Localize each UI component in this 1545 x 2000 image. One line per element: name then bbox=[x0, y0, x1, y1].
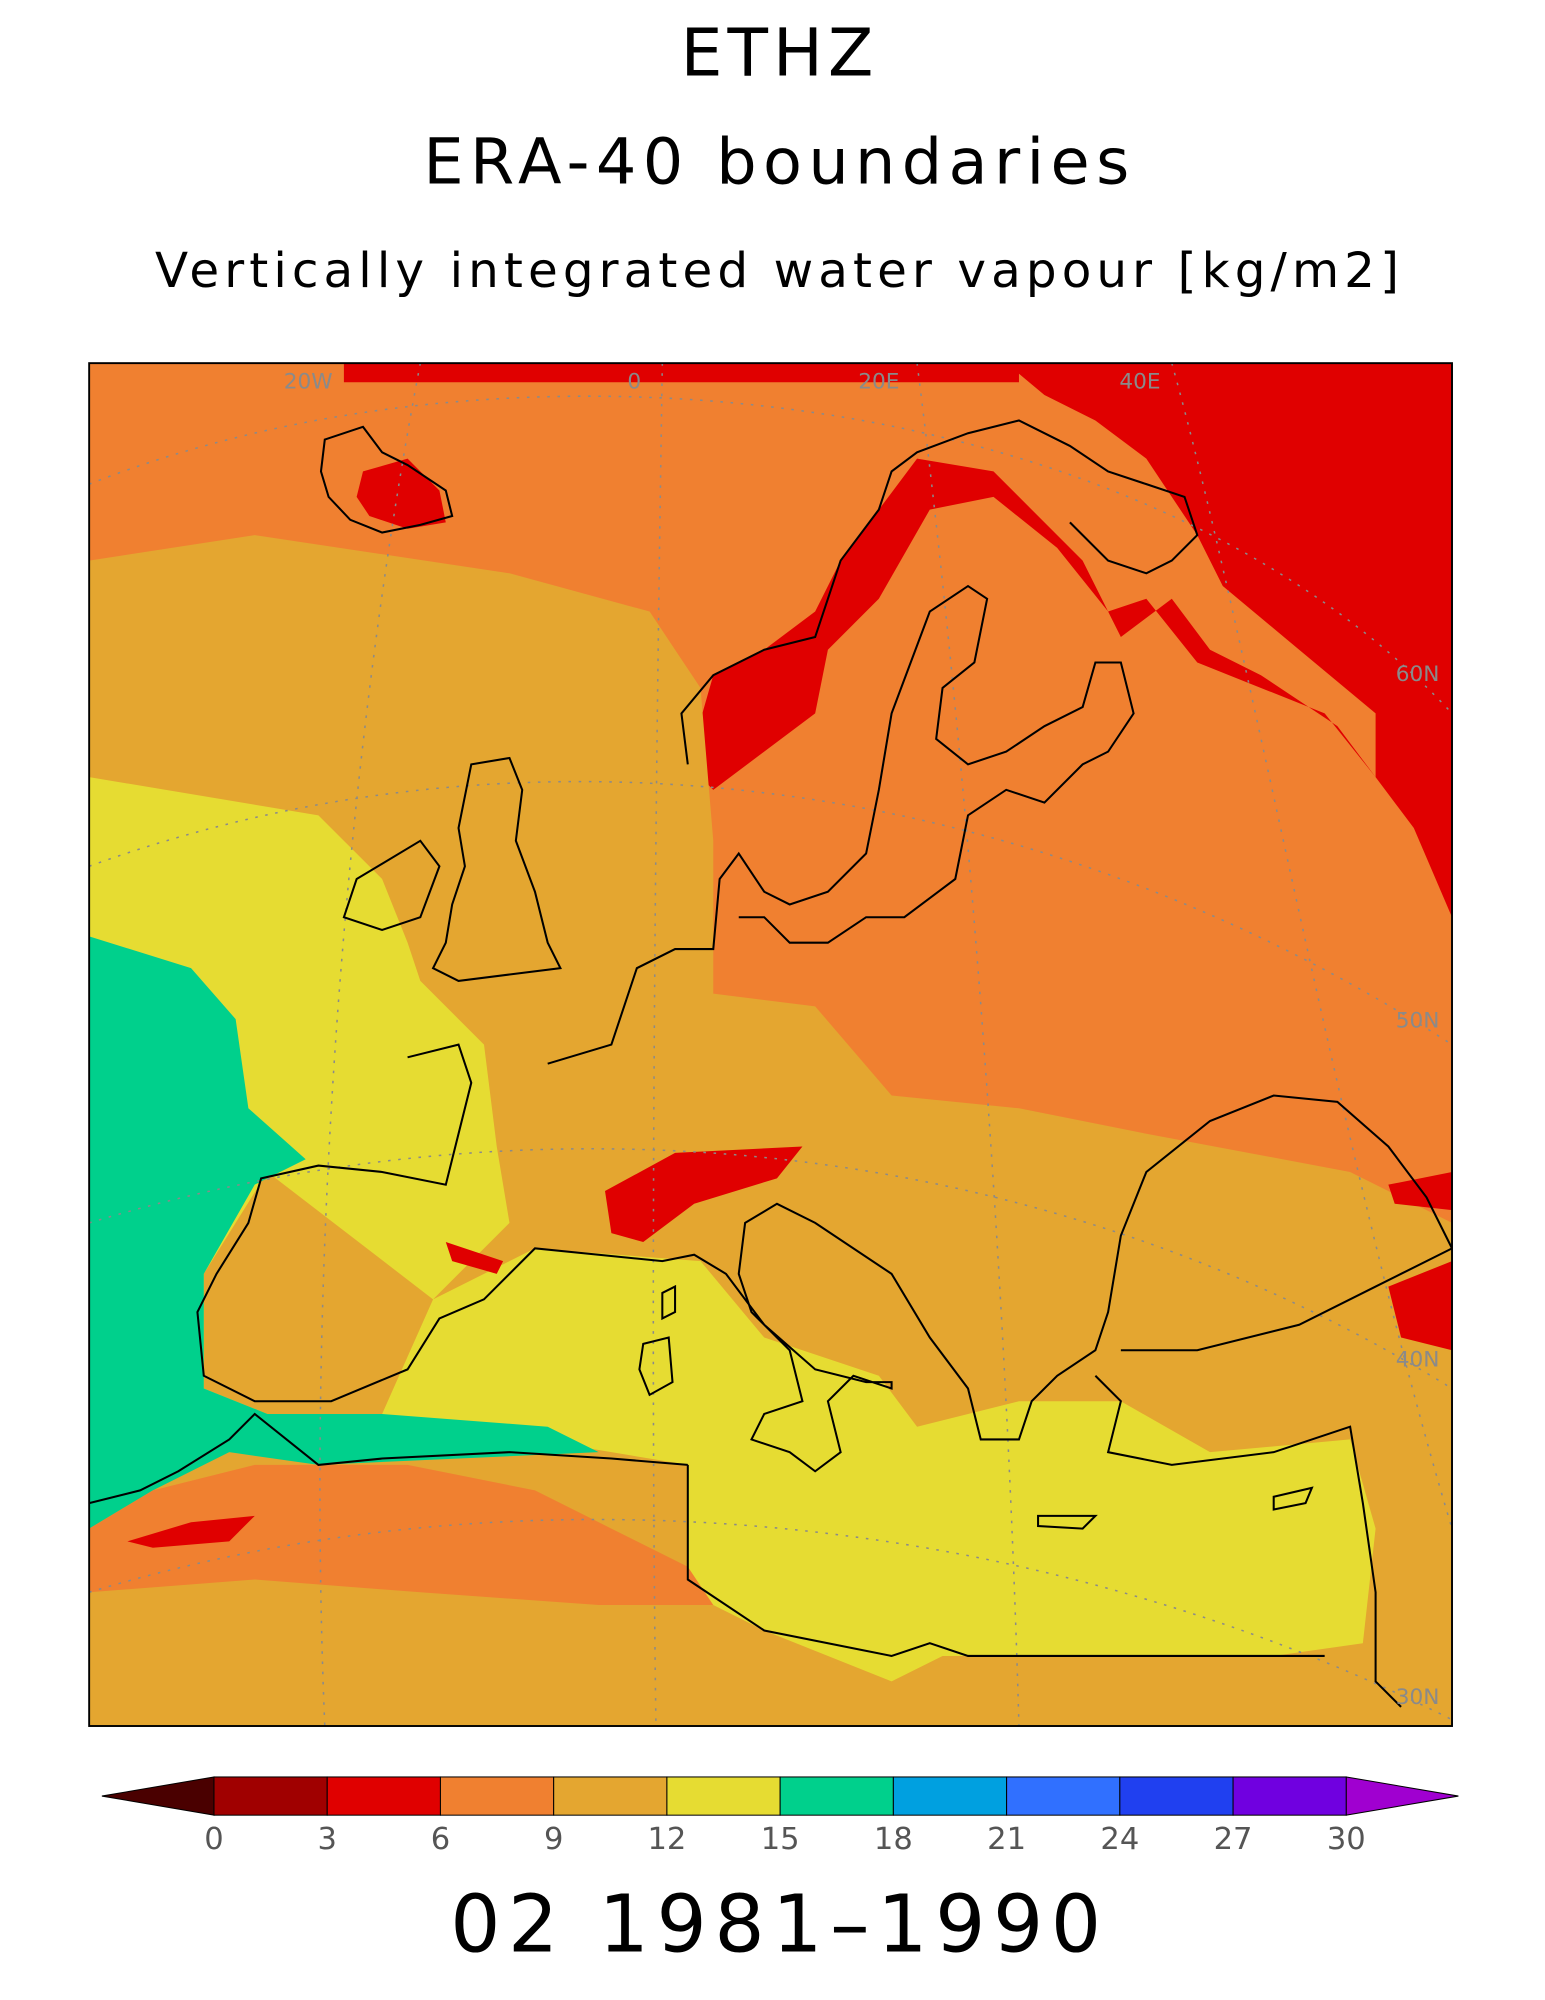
graticule-labels: 20W 0 20E 40E 60N 50N 40N 30N bbox=[284, 369, 1440, 1710]
period-label: 02 1981–1990 bbox=[450, 1878, 1109, 1970]
field-region bbox=[687, 363, 1453, 918]
coastline bbox=[680, 419, 1199, 765]
field-region bbox=[1388, 1261, 1453, 1351]
colorbar-box bbox=[326, 1776, 441, 1816]
colorbar: 0 3 6 9 12 15 18 21 24 27 30 bbox=[101, 1776, 1459, 1857]
meridian-label: 40E bbox=[1119, 369, 1160, 394]
colorbar-box bbox=[1119, 1776, 1234, 1816]
coastline bbox=[89, 1375, 1402, 1708]
colorbar-tick-label: 12 bbox=[647, 1822, 686, 1857]
colorbar-box bbox=[213, 1776, 328, 1816]
field-region bbox=[89, 936, 599, 1529]
parallel-label: 30N bbox=[1396, 1685, 1440, 1710]
field-region bbox=[127, 1515, 255, 1548]
colorbar-under bbox=[101, 1776, 215, 1816]
colorbar-tick-label: 27 bbox=[1214, 1822, 1253, 1857]
field-region bbox=[343, 363, 1019, 383]
coastline bbox=[319, 425, 454, 534]
colorbar-tick-label: 0 bbox=[204, 1822, 223, 1857]
parallel-label: 40N bbox=[1396, 1347, 1440, 1372]
parallel-label: 60N bbox=[1396, 662, 1440, 687]
coastline bbox=[547, 584, 1135, 1065]
coastline bbox=[342, 756, 562, 982]
colorbar-over bbox=[1345, 1776, 1459, 1816]
colorbar-tick-label: 21 bbox=[987, 1822, 1026, 1857]
colorbar-box bbox=[553, 1776, 668, 1816]
coastline bbox=[638, 1284, 1314, 1530]
meridian-label: 20W bbox=[284, 369, 333, 394]
colorbar-box bbox=[1006, 1776, 1121, 1816]
meridian-label: 0 bbox=[627, 369, 641, 394]
colorbar-box bbox=[779, 1776, 894, 1816]
colorbar-box bbox=[1232, 1776, 1347, 1816]
colorbar-box bbox=[439, 1776, 555, 1816]
field-region bbox=[89, 1464, 714, 1606]
meridian-label: 20E bbox=[858, 369, 899, 394]
variable-title: Vertically integrated water vapour [kg/m… bbox=[155, 243, 1404, 299]
graticule bbox=[89, 363, 1453, 1727]
subtitle: ERA-40 boundaries bbox=[423, 125, 1135, 199]
colorbar-tick-label: 6 bbox=[431, 1822, 450, 1857]
map-frame bbox=[88, 362, 1453, 1727]
field-region bbox=[605, 1146, 803, 1243]
map-field bbox=[89, 363, 1453, 1727]
colorbar-box bbox=[892, 1776, 1008, 1816]
parallel-label: 50N bbox=[1396, 1009, 1440, 1034]
colorbar-tick-label: 24 bbox=[1100, 1822, 1139, 1857]
colorbar-tick-label: 18 bbox=[874, 1822, 913, 1857]
colorbar-tick-label: 15 bbox=[761, 1822, 800, 1857]
colorbar-box bbox=[666, 1776, 781, 1816]
coastline bbox=[196, 1043, 1453, 1473]
title: ETHZ bbox=[681, 15, 879, 92]
field-region bbox=[89, 777, 1376, 1682]
field-region bbox=[1388, 1171, 1453, 1211]
colorbar-tick-label: 9 bbox=[544, 1822, 563, 1857]
colorbar-tick-label: 30 bbox=[1327, 1822, 1366, 1857]
field-region bbox=[445, 1242, 504, 1274]
colorbar-tick-label: 3 bbox=[317, 1822, 336, 1857]
